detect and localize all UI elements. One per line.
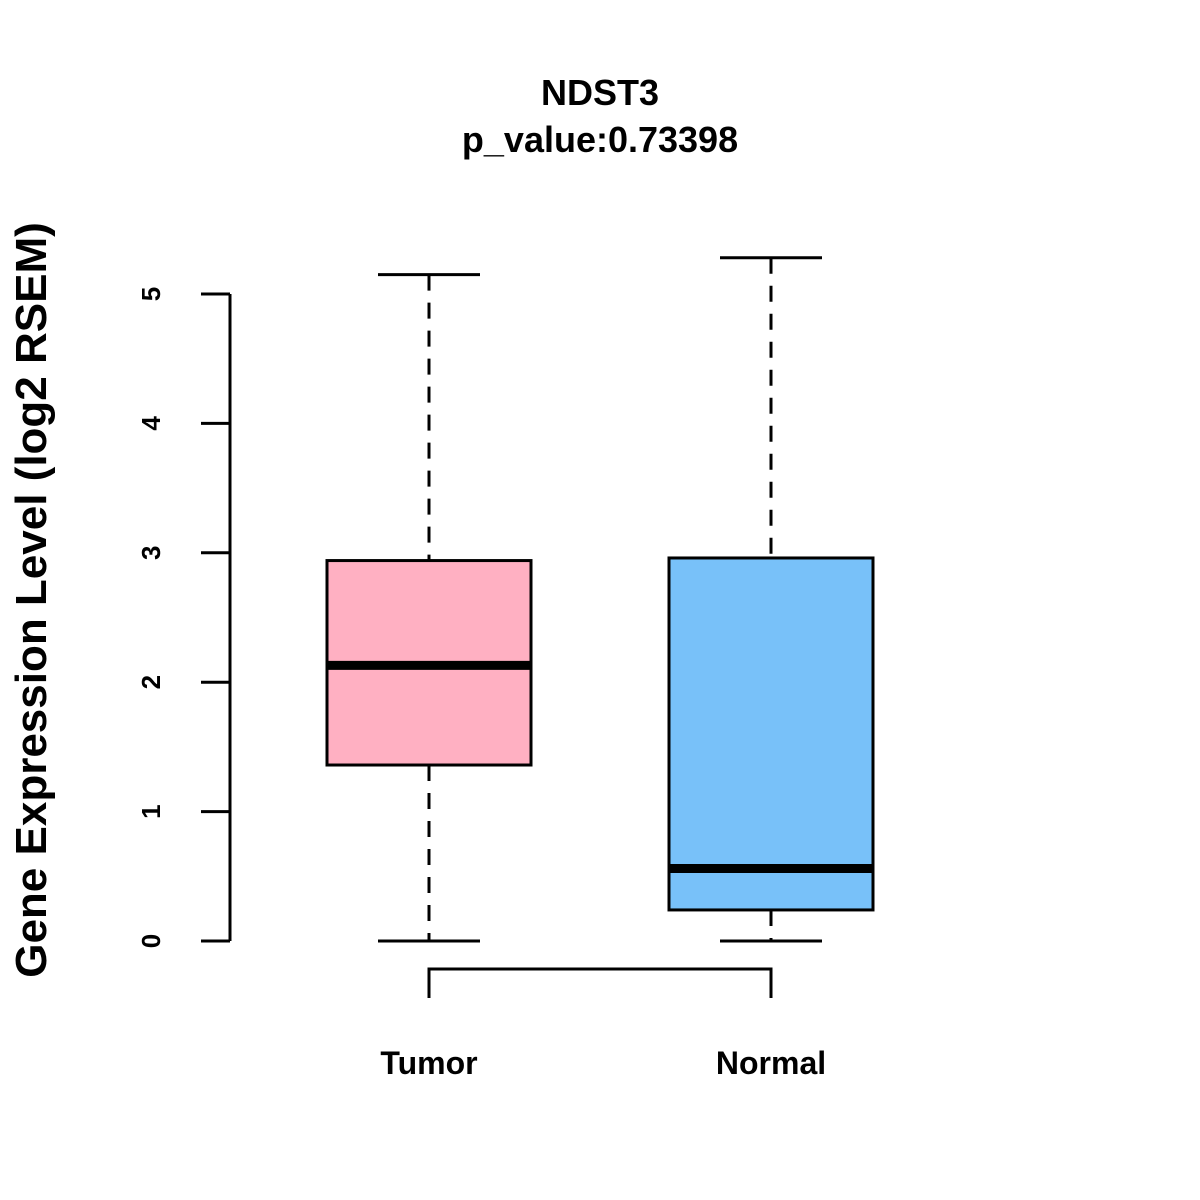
y-tick-label: 5 — [136, 287, 166, 301]
y-tick-label: 3 — [136, 546, 166, 560]
y-tick-label: 4 — [136, 416, 166, 431]
boxes-group — [325, 256, 875, 943]
y-axis-label: Gene Expression Level (log2 RSEM) — [7, 222, 56, 978]
bracket-line — [427, 967, 773, 998]
comparison-bracket — [427, 967, 773, 998]
box-normal — [667, 256, 875, 943]
chart-subtitle: p_value:0.73398 — [462, 119, 738, 160]
x-category-label: Tumor — [380, 1045, 477, 1081]
y-tick-label: 1 — [136, 804, 166, 818]
chart-title: NDST3 — [541, 72, 659, 113]
box-tumor — [325, 273, 533, 943]
category-labels: Tumor Normal — [380, 1045, 826, 1081]
y-tick-label: 0 — [136, 934, 166, 948]
x-category-label: Normal — [716, 1045, 826, 1081]
y-axis: 0 1 2 3 4 5 — [136, 287, 232, 948]
iqr-box — [667, 556, 875, 912]
y-tick-label: 2 — [136, 675, 166, 689]
